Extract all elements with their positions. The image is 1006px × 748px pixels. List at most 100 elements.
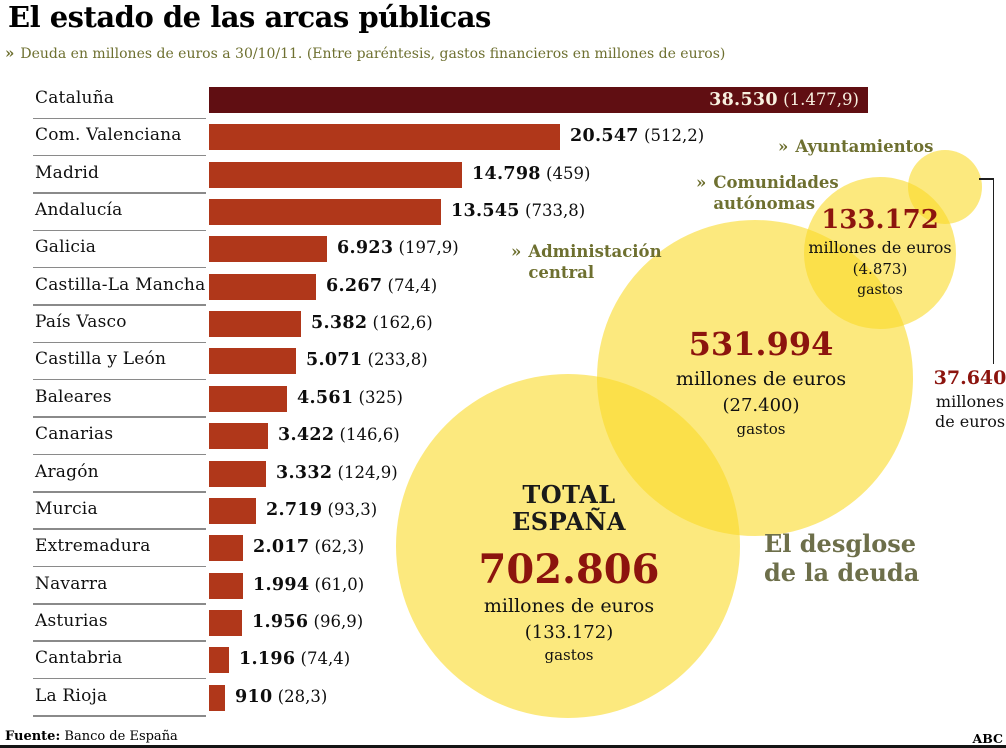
row-divider [33, 640, 206, 642]
category-label: Canarias [35, 424, 114, 445]
chevron-icon: » [511, 242, 522, 261]
category-label: Andalucía [35, 200, 123, 221]
label-administracion-central: » Administación central [511, 241, 662, 283]
row-divider [33, 715, 206, 717]
bar-row: Baleares 4.561 (325) [33, 383, 1006, 420]
bar-value: 4.561 (325) [297, 387, 403, 408]
expenses-value: (133.172) [524, 622, 614, 643]
expenses-value: (4.873) [852, 260, 908, 278]
central-debt-value: 531.994 [688, 325, 834, 363]
chart-subtitle: » Deuda en millones de euros a 30/10/11. … [5, 44, 725, 62]
page-title: El estado de las arcas públicas [8, 0, 491, 34]
bar-value: 20.547 (512,2) [570, 126, 705, 147]
debt-bar [209, 348, 296, 375]
unit-label: millones [935, 392, 1005, 411]
bar-row: Com. Valenciana 20.547 (512,2) [33, 121, 1006, 158]
bar-value: 13.545 (733,8) [451, 201, 586, 222]
total-espana-values: TOTAL ESPAÑA 702.806 millones de euros (… [479, 481, 660, 664]
expenses-word: gastos [736, 420, 786, 438]
abc-logo: ABC [972, 731, 1003, 746]
row-divider [33, 378, 206, 381]
total-debt-value: 702.806 [478, 546, 660, 593]
row-divider [33, 266, 206, 269]
debt-bar: 38.530 (1.477,9) [209, 87, 868, 113]
row-divider [33, 416, 206, 418]
category-label: Galicia [35, 237, 97, 258]
row-divider [33, 229, 206, 232]
subtitle-text: Deuda en millones de euros a 30/10/11. (… [20, 46, 726, 62]
debt-bar [209, 124, 560, 151]
bar-value: 1.196 (74,4) [239, 649, 351, 670]
row-divider [33, 528, 206, 530]
bar-value: 910 (28,3) [235, 686, 328, 707]
bar-row: Navarra 1.994 (61,0) [33, 570, 1006, 607]
unit-label: millones de euros [483, 595, 655, 617]
comunidades-debt-value: 133.172 [821, 205, 939, 235]
category-label: Navarra [35, 573, 108, 594]
comunidades-values: 133.172 millones de euros (4.873) gastos [808, 205, 951, 299]
category-label: Baleares [35, 386, 112, 407]
bar-row: País Vasco 5.382 (162,6) [33, 308, 1006, 345]
ayuntamientos-connector-line [979, 178, 994, 180]
debt-bar [209, 535, 243, 562]
expenses-word: gastos [857, 282, 903, 298]
bar-value: 1.956 (96,9) [252, 611, 364, 632]
category-label: País Vasco [35, 312, 127, 333]
row-divider [33, 192, 206, 194]
source-text: Banco de España [64, 729, 178, 744]
row-divider [33, 117, 206, 119]
bar-row: Castilla y León 5.071 (233,8) [33, 345, 1006, 382]
debt-bar [209, 161, 462, 188]
debt-bar [209, 609, 242, 636]
row-divider [33, 304, 206, 306]
category-label: Asturias [35, 610, 108, 631]
bar-row: Canarias 3.422 (146,6) [33, 420, 1006, 457]
breakdown-heading: El desglose de la deuda [764, 529, 919, 587]
row-divider [33, 154, 206, 157]
bar-row: Cantabria 1.196 (74,4) [33, 644, 1006, 681]
debt-bar [209, 460, 266, 487]
label-comunidades-autonomas: » Comunidades autónomas [696, 172, 839, 214]
bar-value: 5.071 (233,8) [306, 350, 428, 371]
bar-value: 14.798 (459) [472, 163, 591, 184]
category-label: Castilla-La Mancha [35, 274, 206, 295]
expenses-word: gastos [544, 646, 594, 664]
chevron-icon: » [696, 173, 707, 192]
unit-label: millones de euros [675, 368, 847, 390]
row-divider [33, 565, 206, 568]
bar-value: 38.530 (1.477,9) [709, 90, 859, 110]
row-divider [33, 341, 206, 344]
category-label: Cataluña [35, 88, 115, 108]
ayuntamientos-debt-value: 37.640 [933, 367, 1006, 389]
bar-value: 3.332 (124,9) [276, 462, 398, 483]
bar-row: Castilla-La Mancha 6.267 (74,4) [33, 271, 1006, 308]
bar-value: 3.422 (146,6) [278, 425, 400, 446]
bar-row: Galicia 6.923 (197,9) [33, 233, 1006, 270]
debt-bar [209, 311, 301, 338]
bar-value: 5.382 (162,6) [311, 313, 433, 334]
administracion-central-values: 531.994 millones de euros (27.400) gasto… [676, 327, 846, 438]
breakdown-heading-line: El desglose [764, 529, 917, 558]
row-divider [33, 491, 206, 493]
debt-bar [209, 385, 287, 412]
bar-value: 6.267 (74,4) [326, 275, 438, 296]
bar-value: 2.719 (93,3) [266, 499, 378, 520]
category-label: Aragón [35, 461, 99, 482]
ayuntamientos-connector-line-vertical [992, 178, 994, 364]
debt-bar [209, 273, 316, 300]
row-divider [33, 677, 206, 680]
category-label: Castilla y León [35, 349, 167, 370]
category-label: Murcia [35, 498, 98, 519]
label-text: Ayuntamientos [795, 137, 934, 156]
source-note: Fuente: Banco de España [5, 729, 178, 744]
breakdown-heading-line: de la deuda [764, 558, 920, 587]
category-label: Extremadura [35, 536, 151, 557]
chevron-icon: » [5, 44, 15, 62]
bar-value: 1.994 (61,0) [253, 574, 365, 595]
label-text: Administación [528, 242, 662, 261]
category-label: Madrid [35, 162, 100, 183]
debt-bar [209, 684, 225, 711]
debt-bar [209, 423, 268, 450]
bar-row: Madrid 14.798 (459) [33, 159, 1006, 196]
